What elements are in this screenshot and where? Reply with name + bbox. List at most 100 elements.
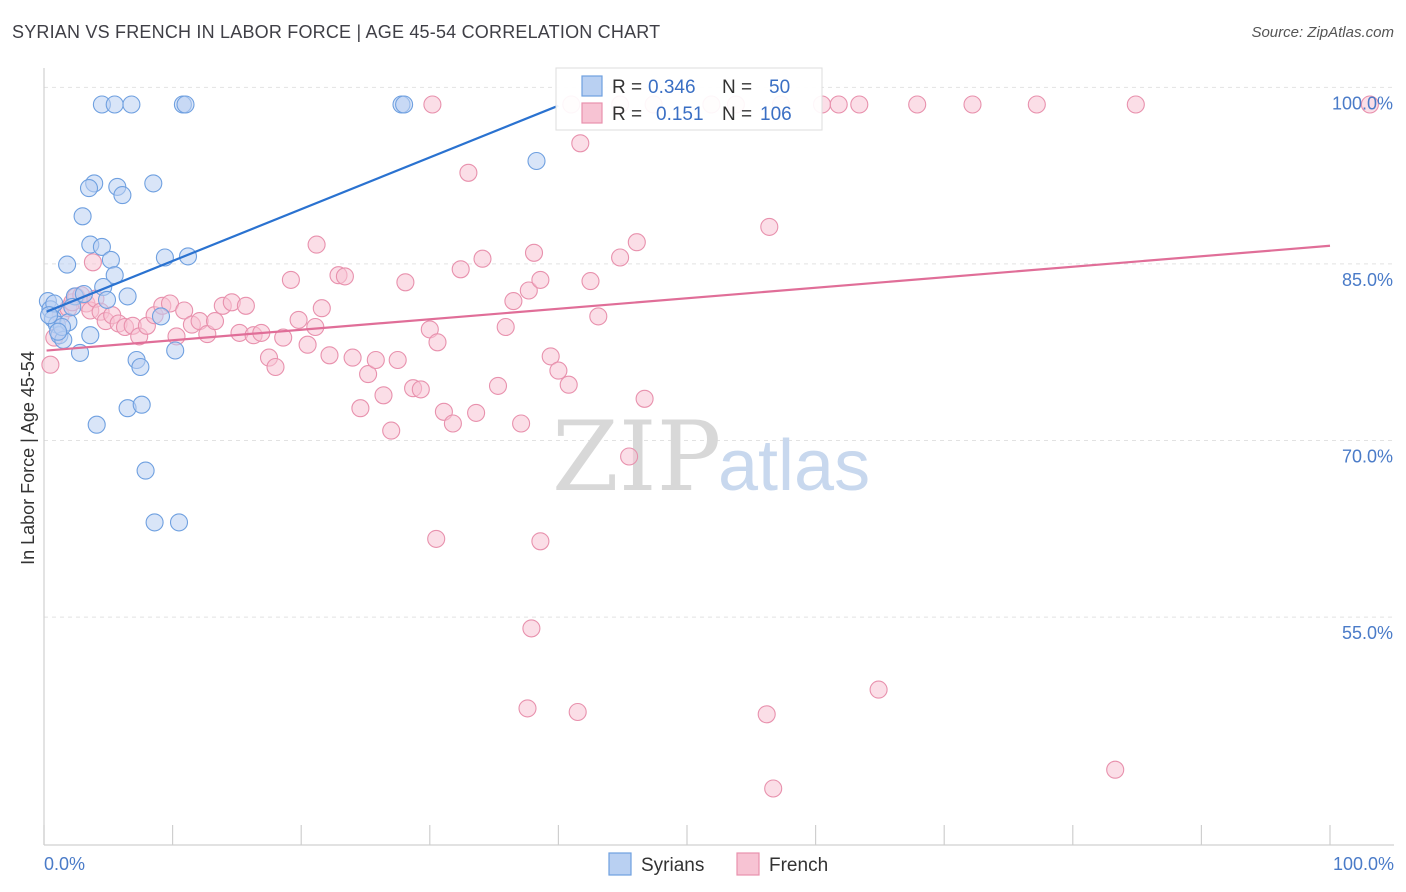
data-point-french [307,235,326,254]
data-point-french [298,335,317,354]
stats-box: R = 0.346 N = 50 R = 0.151 N = 106 [555,67,823,131]
y-tick-label: 55.0% [1342,623,1393,643]
data-point-french [411,380,430,399]
x-tick-label-min: 0.0% [44,854,85,874]
data-point-french [312,299,331,318]
y-tick-label: 85.0% [1342,270,1393,290]
data-point-french [1027,95,1046,114]
data-point-syrians [395,95,414,114]
data-point-syrians [101,250,120,269]
watermark-atlas: atlas [718,426,870,506]
data-point-syrians [58,255,77,274]
data-point-french [443,414,462,433]
data-point-french [175,301,194,320]
stats-n-value-syrians: 50 [769,77,790,98]
data-point-french [559,375,578,394]
data-point-french [335,267,354,286]
legend-label-french[interactable]: French [769,855,828,876]
data-point-french [908,95,927,114]
data-point-french [427,529,446,548]
data-point-french [266,357,285,377]
data-point-french [1126,95,1145,114]
data-point-french [524,243,544,262]
legend-swatch-syrians[interactable] [608,852,632,876]
data-point-syrians [131,357,150,377]
data-point-french [504,292,523,311]
data-point-french [764,779,783,798]
data-point-french [423,95,442,114]
data-point-french [428,333,447,352]
chart-title: SYRIAN VS FRENCH IN LABOR FORCE | AGE 45… [12,22,661,42]
data-point-syrians [87,415,106,434]
data-point-french [635,389,654,408]
y-tick-label: 70.0% [1342,447,1393,467]
stats-n-label-syrians: N = [722,77,752,98]
data-point-french [531,270,550,289]
trend-lines [46,104,1331,352]
data-point-syrians [92,237,111,256]
data-point-french [829,95,848,114]
data-point-french [518,699,537,718]
data-point-french [850,95,869,114]
data-point-french [274,328,293,347]
data-point-french [205,312,225,331]
stats-r-label-syrians: R = [612,77,642,98]
stats-n-value-french: 106 [760,104,792,125]
data-point-french [531,532,550,551]
data-point-french [459,163,478,182]
data-point-french [343,348,362,367]
data-point-french [382,421,401,440]
data-point-syrians [151,307,171,326]
data-point-french [473,249,492,268]
data-point-syrians [136,461,155,480]
data-point-french [351,399,370,418]
data-point-syrians [118,287,137,306]
stats-swatch-syrians [581,75,603,97]
data-point-french [581,272,600,291]
data-point-french [589,307,608,326]
data-point-french [611,248,630,267]
data-point-french [522,619,541,638]
data-point-french [549,361,568,380]
data-point-syrians [132,395,151,414]
data-point-french [568,702,587,722]
gridlines [44,86,1394,618]
data-point-french [374,386,393,405]
y-tick-label: 100.0% [1332,93,1393,113]
data-point-syrians [113,186,132,205]
series-french-points [41,95,1379,798]
legend-swatch-french[interactable] [736,852,760,876]
data-point-syrians [49,322,68,341]
data-point-syrians [122,95,141,114]
data-point-syrians [144,174,163,193]
data-point-french [359,365,378,384]
data-point-french [620,447,639,466]
data-point-syrians [79,179,99,198]
y-axis-label: In Labor Force | Age 45-54 [18,351,38,565]
data-point-french [512,414,531,433]
data-point-syrians [40,306,59,325]
legend-label-syrians[interactable]: Syrians [641,855,704,876]
data-point-french [488,376,508,395]
source-credit: Source: ZipAtlas.com [1251,24,1394,41]
data-point-syrians [169,513,189,532]
data-point-syrians [81,326,100,345]
data-point-french [757,705,776,724]
data-point-syrians [105,95,124,114]
data-point-french [869,680,888,699]
data-point-french [236,296,255,315]
data-point-french [571,134,590,153]
trend-line-french [46,244,1331,352]
data-point-syrians [97,290,117,309]
axes [43,68,1394,846]
data-point-syrians [166,341,185,360]
y-tick-labels: 100.0% 85.0% 70.0% 55.0% [1332,93,1393,643]
data-point-french [306,317,325,337]
data-point-french [541,347,560,366]
data-point-syrians [176,95,195,114]
data-point-french [366,350,385,370]
stats-n-label-french: N = [722,104,752,125]
data-point-french [760,217,779,236]
data-point-french [320,346,339,365]
